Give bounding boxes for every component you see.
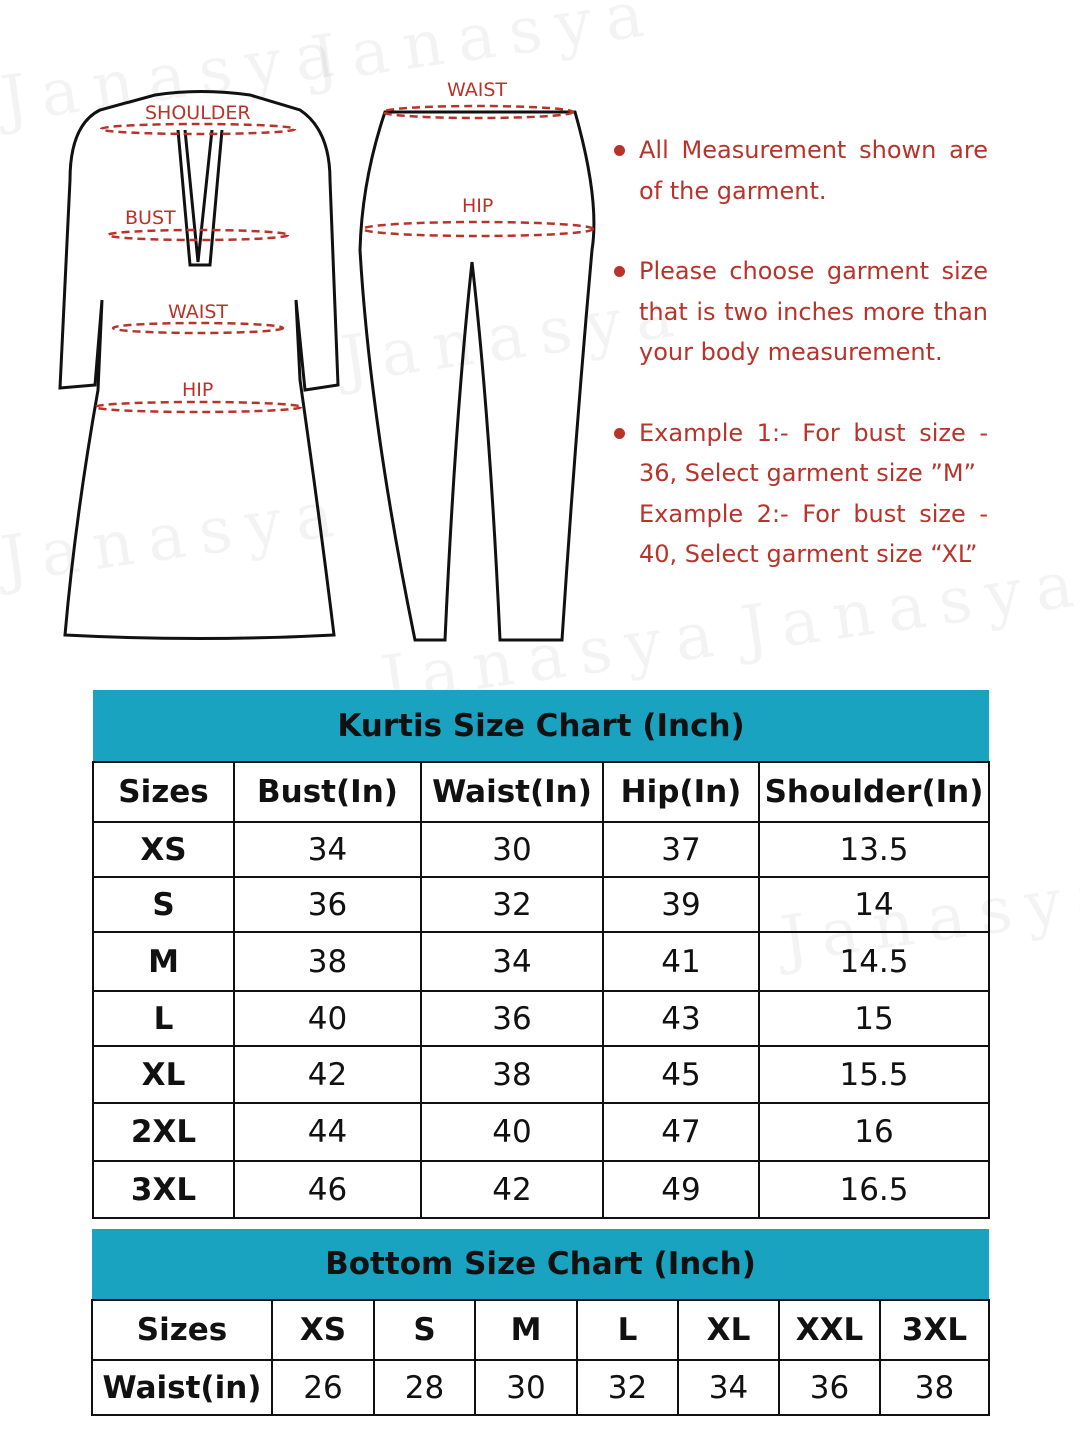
note-item: Please choose garment size that is two i… [612,251,988,373]
measurement-cell: 30 [474,1359,578,1416]
bullet-icon [614,145,625,156]
table-row: S 36 32 39 14 [92,876,991,933]
measurement-cell: 44 [233,1102,422,1162]
column-header: M [474,1299,578,1361]
measurement-cell: 30 [420,821,604,878]
pants-waist-label: WAIST [447,79,507,101]
column-header: 3XL [878,1299,991,1361]
shoulder-label: SHOULDER [145,102,251,124]
measurement-cell: 37 [602,821,760,878]
column-header: Bust(In) [233,761,422,823]
pants-hip-label: HIP [462,195,493,217]
column-header: Hip(In) [602,761,760,823]
measurement-cell: 14 [757,876,991,933]
column-header: S [373,1299,476,1361]
garment-diagrams: SHOULDER BUST WAIST HIP WAIST HIP [58,79,596,642]
note-text: Example 2:- For bust size - 40, Select g… [639,499,988,569]
size-cell: S [92,876,235,933]
measurement-cell: 34 [420,931,604,992]
column-header: Sizes [92,761,235,823]
column-header: XXL [778,1299,881,1361]
measurement-cell: 41 [602,931,760,992]
kurti-size-table: Kurtis Size Chart (Inch) Sizes Bust(In) Wa… [92,690,991,1219]
measurement-cell: 42 [233,1045,422,1104]
table-row: XS 34 30 37 13.5 [92,821,991,878]
table-row: XL 42 38 45 15.5 [92,1045,991,1104]
column-header: L [576,1299,679,1361]
measurement-cell: 47 [602,1102,760,1162]
measurement-cell: 16.5 [757,1160,991,1219]
measurement-cell: 14.5 [757,931,991,992]
measurement-cell: 39 [602,876,760,933]
bottom-size-table: Bottom Size Chart (Inch) Sizes XS S M L XL XXL… [91,1229,991,1416]
measurement-cell: 15 [757,990,991,1047]
table-row: M 38 34 41 14.5 [92,931,991,992]
measurement-cell: 34 [233,821,422,878]
measurement-cell: 40 [420,1102,604,1162]
table-row: 3XL 46 42 49 16.5 [92,1160,991,1219]
table-row: L 40 36 43 15 [92,990,991,1047]
measurement-cell: 40 [233,990,422,1047]
size-cell: XS [92,821,235,878]
size-notes: All Measurement shown are of the garment… [612,130,988,615]
column-header: Waist(In) [420,761,604,823]
measurement-cell: 32 [420,876,604,933]
measurement-cell: 45 [602,1045,760,1104]
measurement-cell: 36 [778,1359,881,1416]
bust-label: BUST [125,207,176,229]
kurti-table-title: Kurtis Size Chart (Inch) [93,690,990,762]
bottom-table-title: Bottom Size Chart (Inch) [92,1229,990,1300]
measurement-cell: 15.5 [757,1045,991,1104]
column-header: XL [677,1299,780,1361]
measurement-cell: 32 [576,1359,679,1416]
note-text: Example 1:- For bust size - 36, Select g… [639,418,988,488]
hip-label: HIP [182,379,213,401]
note-item: All Measurement shown are of the garment… [612,130,988,211]
note-item: Example 1:- For bust size - 36, Select g… [612,413,988,575]
measurement-cell: 38 [233,931,422,992]
measurement-cell: 49 [602,1160,760,1219]
measurement-cell: 43 [602,990,760,1047]
size-cell: 2XL [92,1102,235,1162]
measurement-lines [93,104,595,414]
waist-label: WAIST [168,301,228,323]
kurti-outline [58,90,340,640]
column-header: Shoulder(In) [757,761,991,823]
measurement-cell: 38 [420,1045,604,1104]
bullet-icon [614,266,625,277]
column-header: Sizes [91,1299,273,1361]
row-header: Waist(in) [91,1359,273,1416]
note-text: All Measurement shown are of the garment… [639,136,988,205]
pants-outline [358,110,596,642]
size-cell: XL [92,1045,235,1104]
bullet-icon [614,427,625,439]
measurement-cell: 42 [420,1160,604,1219]
measurement-cell: 16 [757,1102,991,1162]
note-text: Please choose garment size that is two i… [639,257,988,366]
measurement-cell: 36 [233,876,422,933]
size-cell: 3XL [92,1160,235,1219]
measurement-cell: 28 [373,1359,476,1416]
column-header: XS [271,1299,375,1361]
measurement-cell: 34 [677,1359,780,1416]
measurement-cell: 13.5 [757,821,991,878]
size-cell: L [92,990,235,1047]
size-cell: M [92,931,235,992]
measurement-cell: 38 [878,1359,991,1416]
measurement-cell: 36 [420,990,604,1047]
table-row: 2XL 44 40 47 16 [92,1102,991,1162]
measurement-cell: 46 [233,1160,422,1219]
measurement-cell: 26 [271,1359,375,1416]
